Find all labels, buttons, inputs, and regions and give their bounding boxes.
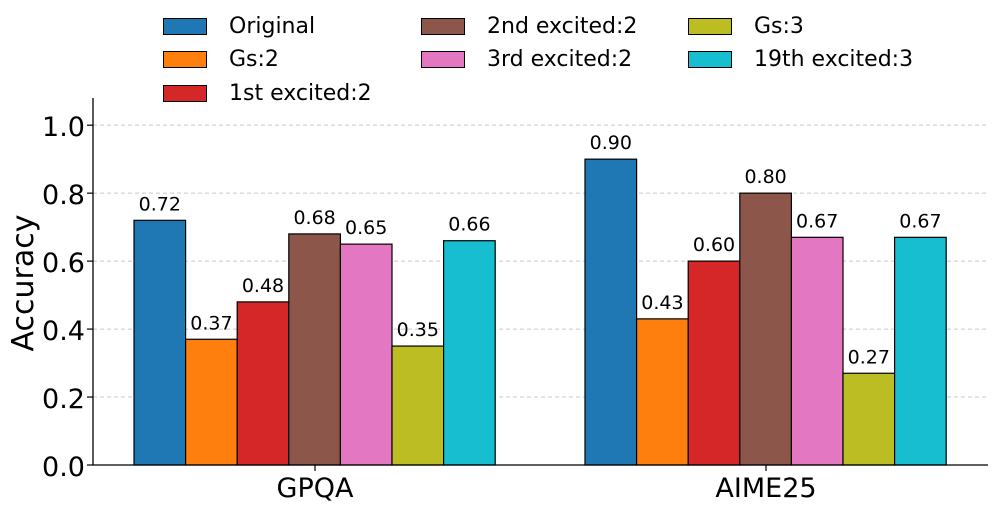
bar — [133, 219, 187, 466]
bar — [687, 260, 741, 466]
data-label: 0.66 — [448, 214, 490, 236]
legend-item-19th-excited3: 19th excited:3 — [688, 44, 913, 74]
bar — [635, 318, 689, 466]
bar — [739, 192, 792, 466]
data-label: 0.68 — [293, 207, 335, 229]
legend-swatch-gs3 — [688, 17, 732, 35]
bar — [584, 158, 638, 466]
legend-label-gs2: Gs:2 — [229, 46, 279, 72]
data-label: 0.67 — [899, 210, 941, 232]
y-tick-label: 0.8 — [42, 180, 85, 211]
bar — [893, 236, 947, 466]
y-axis-label: Accuracy — [6, 215, 41, 352]
legend-item-3rd-excited2: 3rd excited:2 — [421, 44, 632, 74]
legend-item-1st-excited2: 1st excited:2 — [163, 78, 372, 108]
legend-swatch-original — [163, 17, 207, 35]
data-label: 0.27 — [848, 346, 890, 368]
legend-item-original: Original — [163, 11, 315, 41]
data-labels: 0.72 0.90 0.37 0.43 0.48 0.60 0.68 0.80 0.65 0.67… — [139, 132, 942, 368]
legend-swatch-2nd-excited2 — [421, 17, 465, 35]
legend-label-1st-excited2: 1st excited:2 — [229, 80, 372, 106]
y-tick-label: 0.6 — [42, 248, 85, 279]
bar — [842, 372, 896, 466]
data-label: 0.60 — [693, 234, 735, 256]
y-tick-label: 0.0 — [42, 452, 85, 483]
data-label: 0.67 — [796, 210, 838, 232]
data-label: 0.35 — [397, 319, 439, 341]
tick-labels: 0.0 0.2 0.4 0.6 0.8 1.0 GPQA AIME25 — [42, 112, 817, 504]
legend-item-2nd-excited2: 2nd excited:2 — [421, 11, 637, 41]
data-label: 0.43 — [641, 292, 683, 314]
legend: Original Gs:2 1st excited:2 2nd excited:… — [0, 0, 996, 108]
data-label: 0.90 — [590, 132, 632, 154]
bar — [288, 233, 341, 466]
y-tick-label: 1.0 — [42, 112, 85, 143]
bar — [391, 345, 445, 466]
x-tick-label: GPQA — [277, 473, 354, 504]
y-tick-label: 0.2 — [42, 384, 85, 415]
bar — [185, 338, 238, 466]
bar — [790, 236, 844, 466]
axes — [87, 98, 988, 471]
bar — [339, 243, 393, 466]
legend-label-3rd-excited2: 3rd excited:2 — [487, 46, 633, 72]
legend-label-2nd-excited2: 2nd excited:2 — [487, 13, 638, 39]
y-tick-label: 0.4 — [42, 316, 85, 347]
bar — [443, 240, 496, 466]
legend-swatch-19th-excited3 — [688, 50, 732, 68]
legend-swatch-1st-excited2 — [163, 84, 207, 102]
data-label: 0.65 — [345, 217, 387, 239]
legend-label-original: Original — [229, 13, 316, 39]
bars — [133, 158, 947, 466]
data-label: 0.72 — [139, 193, 181, 215]
legend-swatch-gs2 — [163, 50, 207, 68]
legend-label-gs3: Gs:3 — [754, 13, 804, 39]
legend-item-gs3: Gs:3 — [688, 11, 804, 41]
legend-swatch-3rd-excited2 — [421, 50, 465, 68]
bar — [236, 301, 290, 466]
legend-label-19th-excited3: 19th excited:3 — [754, 46, 914, 72]
data-label: 0.48 — [242, 275, 284, 297]
data-label: 0.80 — [744, 166, 786, 188]
legend-item-gs2: Gs:2 — [163, 44, 279, 74]
x-tick-label: AIME25 — [715, 473, 816, 504]
data-label: 0.37 — [190, 312, 232, 334]
